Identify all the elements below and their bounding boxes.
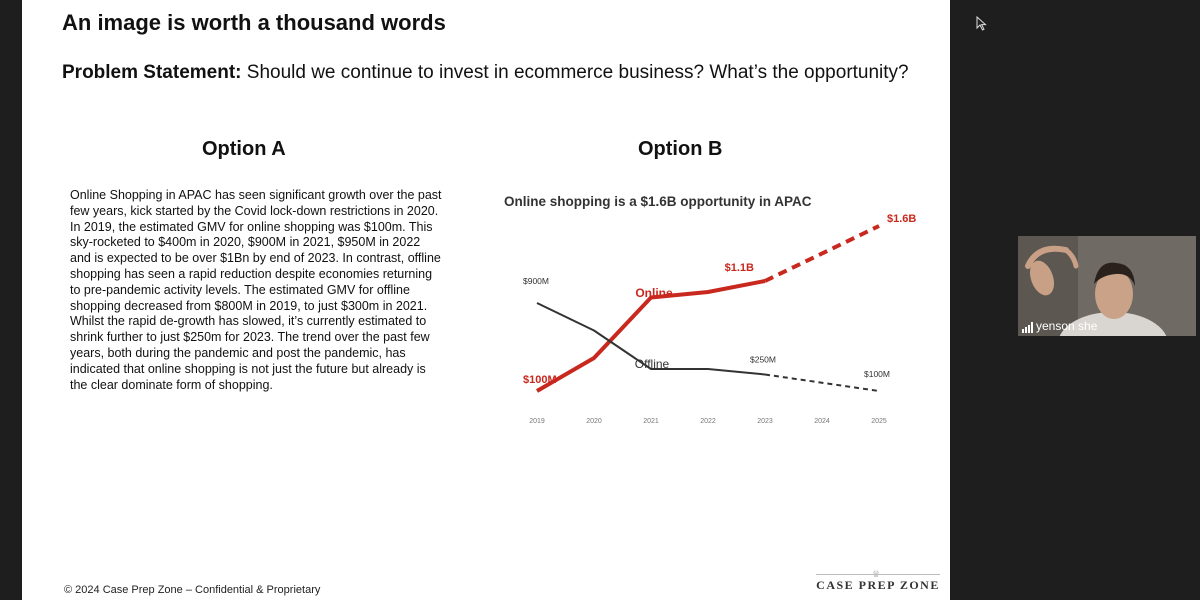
gmv-line-chart: Online shopping is a $1.6B opportunity i… — [504, 194, 916, 425]
participant-name: yenson she — [1036, 319, 1098, 333]
brand-logo: CASE PREP ZONE — [816, 574, 940, 593]
participant-name-tag: yenson she — [1022, 319, 1097, 333]
x-tick-label: 2023 — [757, 418, 773, 425]
problem-label: Problem Statement: — [62, 62, 242, 83]
data-label: $100M — [864, 369, 890, 379]
option-a-heading: Option A — [202, 138, 286, 160]
x-tick-label: 2020 — [586, 418, 602, 425]
series-line-online — [535, 279, 766, 393]
brand-name: CASE PREP ZONE — [816, 578, 940, 592]
data-label: $100M — [523, 374, 557, 386]
problem-statement: Problem Statement: Should we continue to… — [62, 60, 922, 86]
option-a-body: Online Shopping in APAC has seen signifi… — [70, 188, 442, 392]
participant-video-tile[interactable]: yenson she — [1018, 236, 1196, 336]
footer-copyright: © 2024 Case Prep Zone – Confidential & P… — [64, 584, 321, 596]
series-label-online: Online — [635, 286, 673, 300]
series-label-offline: Offline — [635, 357, 670, 371]
data-label: $1.1B — [725, 262, 754, 274]
mouse-cursor-icon — [976, 16, 987, 31]
series-forecast-line-offline — [764, 373, 880, 392]
presentation-slide: An image is worth a thousand words Probl… — [22, 0, 950, 600]
data-label: $900M — [523, 276, 549, 286]
signal-strength-icon — [1022, 322, 1033, 333]
chart-title: Online shopping is a $1.6B opportunity i… — [504, 194, 812, 209]
slide-title: An image is worth a thousand words — [62, 10, 446, 35]
series-forecast-line-online — [764, 224, 880, 283]
x-tick-label: 2022 — [700, 418, 716, 425]
participant-video-feed — [1018, 236, 1196, 336]
data-label: $1.6B — [887, 213, 916, 225]
x-tick-label: 2025 — [871, 418, 887, 425]
option-b-heading: Option B — [638, 138, 723, 160]
series-line-offline — [536, 302, 766, 376]
x-tick-label: 2021 — [643, 418, 659, 425]
x-tick-label: 2019 — [529, 418, 545, 425]
problem-text: Should we continue to invest in ecommerc… — [246, 62, 909, 83]
data-label: $250M — [750, 355, 776, 365]
x-tick-label: 2024 — [814, 418, 830, 425]
